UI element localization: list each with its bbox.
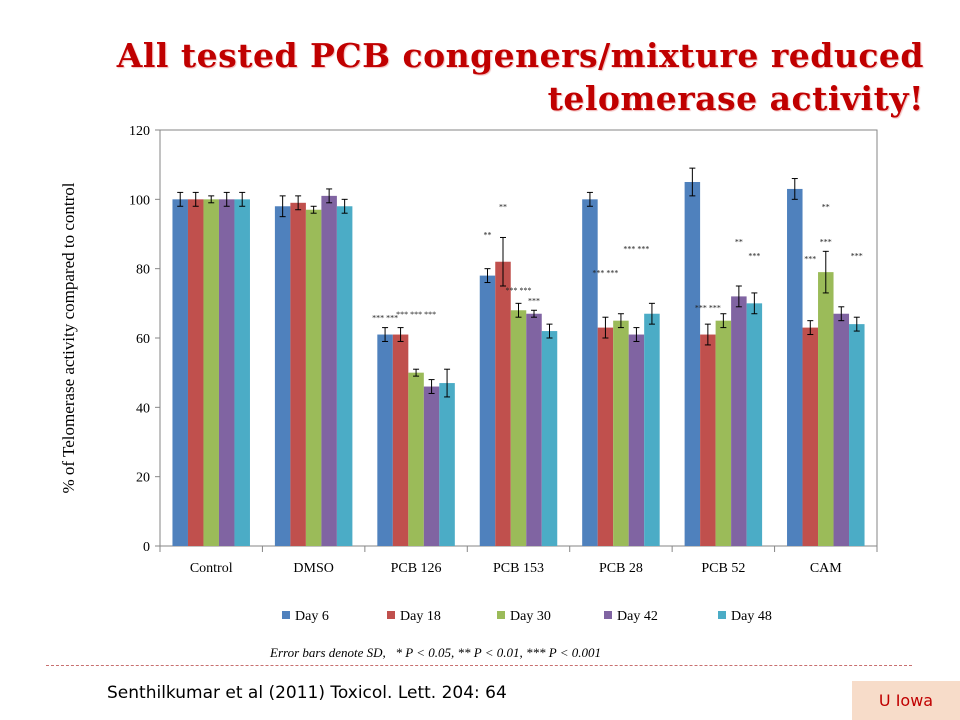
bar [510,310,527,546]
bar [495,261,511,546]
significance-label: ** [499,203,507,212]
legend-label: Day 30 [510,609,551,624]
significance-note: Error bars denote SD, * P < 0.05, ** P <… [270,645,601,660]
bar [526,313,542,546]
legend-label: Day 6 [295,609,329,624]
bar [818,272,834,546]
x-tick-label: DMSO [293,561,333,576]
bar [321,195,337,546]
bar [203,199,219,547]
bar [274,206,291,546]
x-tick-label: CAM [810,561,842,576]
significance-label: *** [851,251,863,260]
y-tick-label: 120 [129,124,150,139]
x-tick-label: PCB 153 [493,561,544,576]
title-line-2: telomerase activity! [547,79,924,118]
significance-label: *** *** [592,269,618,278]
bar [833,313,850,546]
y-tick-label: 60 [136,332,150,347]
x-tick-label: PCB 52 [701,561,745,576]
y-tick-label: 80 [136,263,150,278]
bar [392,334,409,546]
title-line-1: All tested PCB congeners/mixture reduced [116,36,924,75]
bar [802,327,819,546]
legend-label: Day 48 [731,609,772,624]
legend-swatch [604,611,612,619]
y-tick-label: 0 [143,540,150,555]
significance-label: *** *** [506,286,532,295]
bar [684,182,701,546]
bar [746,303,763,546]
bar [541,331,558,546]
significance-label: *** [528,296,540,305]
legend-label: Day 42 [617,609,658,624]
y-axis-label: % of Telomerase activity compared to con… [59,182,78,493]
citation: Senthilkumar et al (2011) Toxicol. Lett.… [107,683,507,703]
significance-label: *** [820,237,832,246]
footer-divider [46,665,912,666]
significance-label: *** *** *** [396,310,436,319]
bar [628,334,645,546]
bar [787,188,803,546]
bar [305,209,322,546]
bar [700,334,716,546]
bar [849,324,865,546]
bar [597,327,614,546]
legend-label: Day 18 [400,609,441,624]
x-tick-label: PCB 28 [599,561,643,576]
bar [336,206,353,546]
u-iowa-badge: U Iowa [852,681,960,720]
legend-swatch [282,611,290,619]
bar [408,372,424,546]
bar [715,320,732,546]
bar [439,383,455,546]
bar [290,202,306,547]
bar [644,313,660,546]
legend-swatch [497,611,505,619]
significance-label: ** [822,203,830,212]
significance-label: ** [735,237,743,246]
bar [582,199,598,547]
slide-title: All tested PCB congeners/mixture reduced… [24,34,924,120]
bar [377,334,393,546]
significance-label: ** [484,230,492,239]
bar [613,320,629,546]
legend-swatch [387,611,395,619]
significance-label: *** *** [623,244,649,253]
x-tick-label: PCB 126 [391,561,442,576]
bar [731,296,747,546]
bar [218,199,235,547]
legend-swatch [718,611,726,619]
significance-label: *** *** [695,303,721,312]
bar [423,386,440,546]
significance-label: *** *** [372,314,398,323]
bar [187,199,204,547]
y-tick-label: 100 [129,193,150,208]
significance-label: *** [804,255,816,264]
x-tick-label: Control [190,561,233,576]
bar [172,199,188,547]
bar [479,275,496,546]
significance-label: *** [748,251,760,260]
bar [234,199,250,547]
y-tick-label: 20 [136,471,150,486]
y-tick-label: 40 [136,401,150,416]
